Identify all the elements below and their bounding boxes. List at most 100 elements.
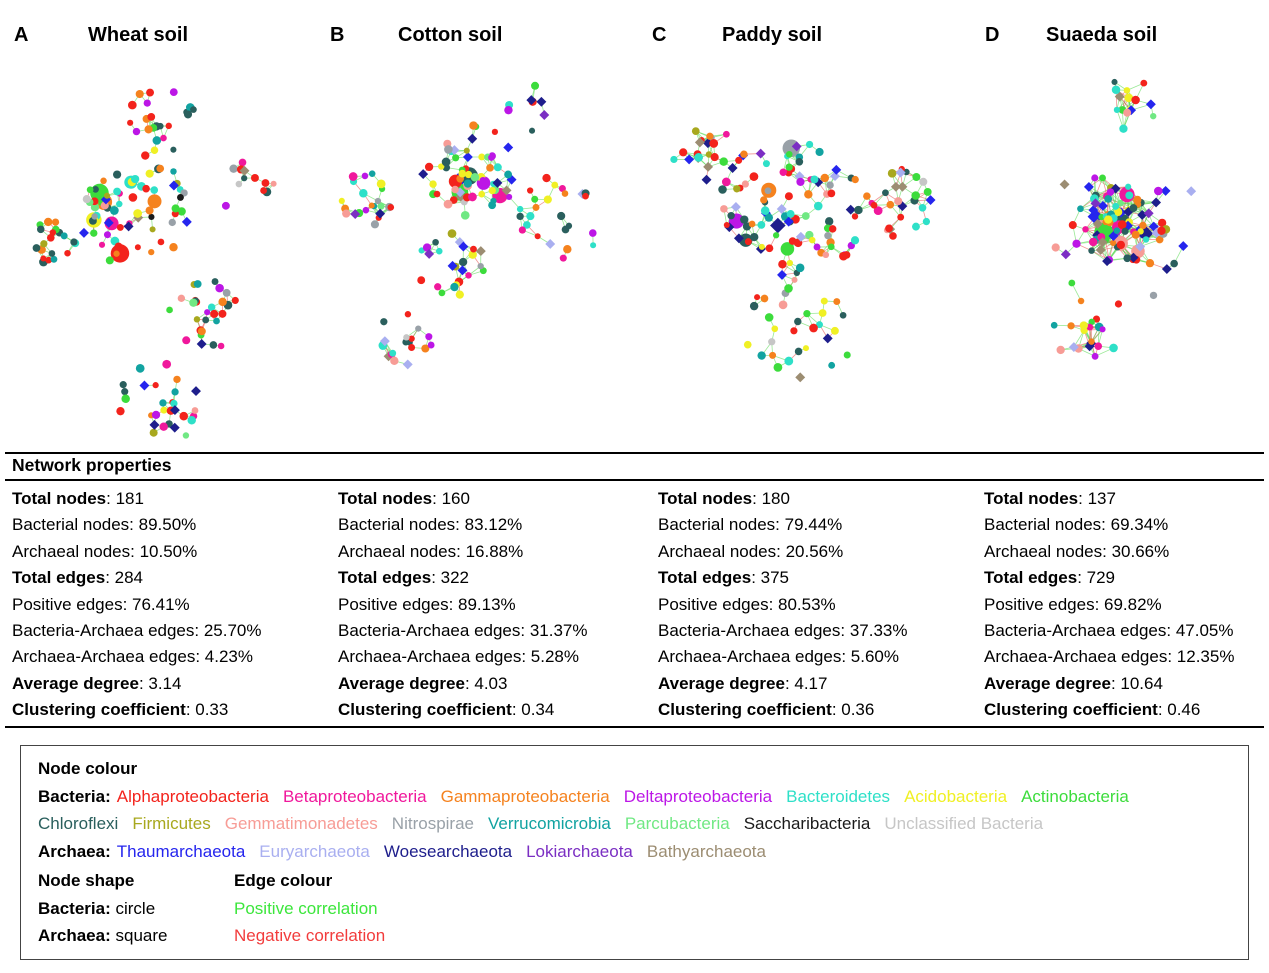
bacteria-node bbox=[794, 317, 802, 326]
bacteria-node bbox=[478, 190, 486, 198]
network-nodes bbox=[1050, 78, 1197, 360]
bacteria-node bbox=[523, 221, 531, 229]
bacteria-node bbox=[90, 229, 98, 237]
bacteria-node bbox=[261, 179, 270, 187]
bacteria-node bbox=[813, 201, 823, 211]
bacteria-node bbox=[376, 179, 386, 189]
legend-taxon-thaumarchaeota: Thaumarchaeota bbox=[116, 841, 246, 861]
bacteria-node bbox=[816, 321, 823, 329]
bacteria-node bbox=[1104, 195, 1113, 203]
archaea-node bbox=[845, 204, 856, 215]
stat-bacteria-archaea-edges: Bacteria-Archaea edges: 37.33% bbox=[658, 621, 908, 641]
bacteria-node bbox=[839, 311, 847, 319]
bacteria-node bbox=[903, 168, 910, 176]
bacteria-node bbox=[213, 317, 220, 325]
bacteria-node bbox=[359, 189, 368, 198]
bacteria-node bbox=[557, 211, 566, 221]
bacteria-node bbox=[1051, 243, 1060, 252]
bacteria-node bbox=[145, 169, 154, 178]
bacteria-node bbox=[48, 250, 56, 257]
bacteria-node bbox=[92, 186, 99, 193]
bacteria-node bbox=[833, 298, 841, 306]
bacteria-node bbox=[421, 344, 430, 353]
bacteria-node bbox=[748, 220, 756, 228]
bacteria-node bbox=[415, 325, 422, 332]
bacteria-node bbox=[1145, 258, 1155, 268]
bacteria-node bbox=[706, 132, 714, 140]
bacteria-node bbox=[433, 190, 441, 198]
bacteria-node bbox=[142, 184, 150, 193]
archaea-node bbox=[730, 201, 741, 212]
bacteria-node bbox=[146, 88, 154, 97]
bacteria-node bbox=[828, 361, 836, 369]
stat-positive-edges: Positive edges: 80.53% bbox=[658, 594, 836, 614]
bacteria-node bbox=[820, 297, 828, 305]
bacteria-node bbox=[460, 210, 470, 220]
bacteria-node bbox=[128, 193, 138, 202]
bacteria-node bbox=[1088, 237, 1098, 247]
bacteria-node bbox=[873, 206, 883, 216]
bacteria-node bbox=[157, 238, 165, 246]
bacteria-node bbox=[152, 382, 159, 389]
bacteria-node bbox=[1140, 79, 1148, 87]
archaea-node bbox=[239, 165, 250, 176]
bacteria-node bbox=[37, 225, 45, 234]
bacteria-node bbox=[1067, 322, 1075, 330]
legend-bottom-columns: Node shape Bacteria: circle Archaea: squa… bbox=[38, 867, 1248, 950]
bacteria-node bbox=[135, 363, 145, 373]
archaea-node bbox=[196, 339, 207, 349]
bacteria-node bbox=[477, 262, 484, 270]
legend-bacteria-row-2: Chloroflexi Firmicutes Gemmatimonadetes Nit… bbox=[38, 810, 1248, 838]
bacteria-node bbox=[488, 154, 495, 161]
bacteria-node bbox=[105, 256, 114, 265]
bacteria-node bbox=[434, 283, 442, 291]
bacteria-node bbox=[160, 134, 167, 142]
bacteria-node bbox=[882, 189, 889, 197]
archaea-node bbox=[890, 181, 901, 192]
bacteria-node bbox=[465, 272, 472, 279]
bacteria-node bbox=[561, 190, 569, 197]
bacteria-node bbox=[1094, 342, 1103, 350]
bacteria-node bbox=[40, 240, 48, 248]
bacteria-node bbox=[765, 244, 774, 253]
archaea-node bbox=[492, 177, 503, 188]
bacteria-node bbox=[885, 224, 893, 233]
bacteria-node bbox=[121, 394, 130, 404]
bacteria-node bbox=[215, 283, 224, 293]
bacteria-node bbox=[710, 153, 719, 162]
archaea-node bbox=[79, 227, 89, 238]
archaea-node bbox=[1068, 342, 1079, 353]
bacteria-node bbox=[813, 243, 821, 251]
bacteria-node bbox=[417, 276, 426, 285]
bacteria-node bbox=[103, 231, 111, 239]
bacteria-node bbox=[784, 284, 793, 293]
bacteria-node bbox=[778, 260, 787, 269]
bacteria-node bbox=[1121, 227, 1129, 235]
bacteria-node bbox=[923, 187, 932, 196]
stat-bacteria-archaea-edges: Bacteria-Archaea edges: 47.05% bbox=[984, 621, 1234, 641]
bacteria-node bbox=[348, 172, 358, 181]
archaea-node bbox=[475, 246, 486, 257]
bacteria-node bbox=[1077, 205, 1084, 213]
archaea-node bbox=[467, 133, 478, 144]
archaea-node bbox=[462, 152, 473, 162]
bacteria-node bbox=[464, 170, 473, 179]
bacteria-node bbox=[764, 313, 774, 322]
bacteria-node bbox=[1072, 239, 1081, 248]
legend-box: Node colour Bacteria: Alphaproteobacteria… bbox=[20, 745, 1249, 960]
bacteria-node bbox=[828, 225, 837, 233]
stat-total-edges: Total edges: 322 bbox=[338, 568, 470, 588]
bacteria-node bbox=[451, 185, 459, 194]
stat-archaeal-nodes: Archaeal nodes: 10.50% bbox=[12, 541, 198, 561]
bacteria-node bbox=[468, 250, 477, 259]
bacteria-node bbox=[170, 399, 178, 408]
bacteria-node bbox=[479, 176, 487, 184]
archaea-node bbox=[1083, 181, 1094, 192]
bacteria-node bbox=[1124, 93, 1134, 103]
bacteria-node bbox=[486, 163, 494, 172]
bacteria-node bbox=[250, 174, 259, 182]
bacteria-node bbox=[211, 278, 219, 285]
bacteria-node bbox=[171, 388, 179, 396]
stat-clustering-coefficient: Clustering coefficient: 0.46 bbox=[984, 700, 1201, 720]
bacteria-node bbox=[911, 191, 920, 200]
